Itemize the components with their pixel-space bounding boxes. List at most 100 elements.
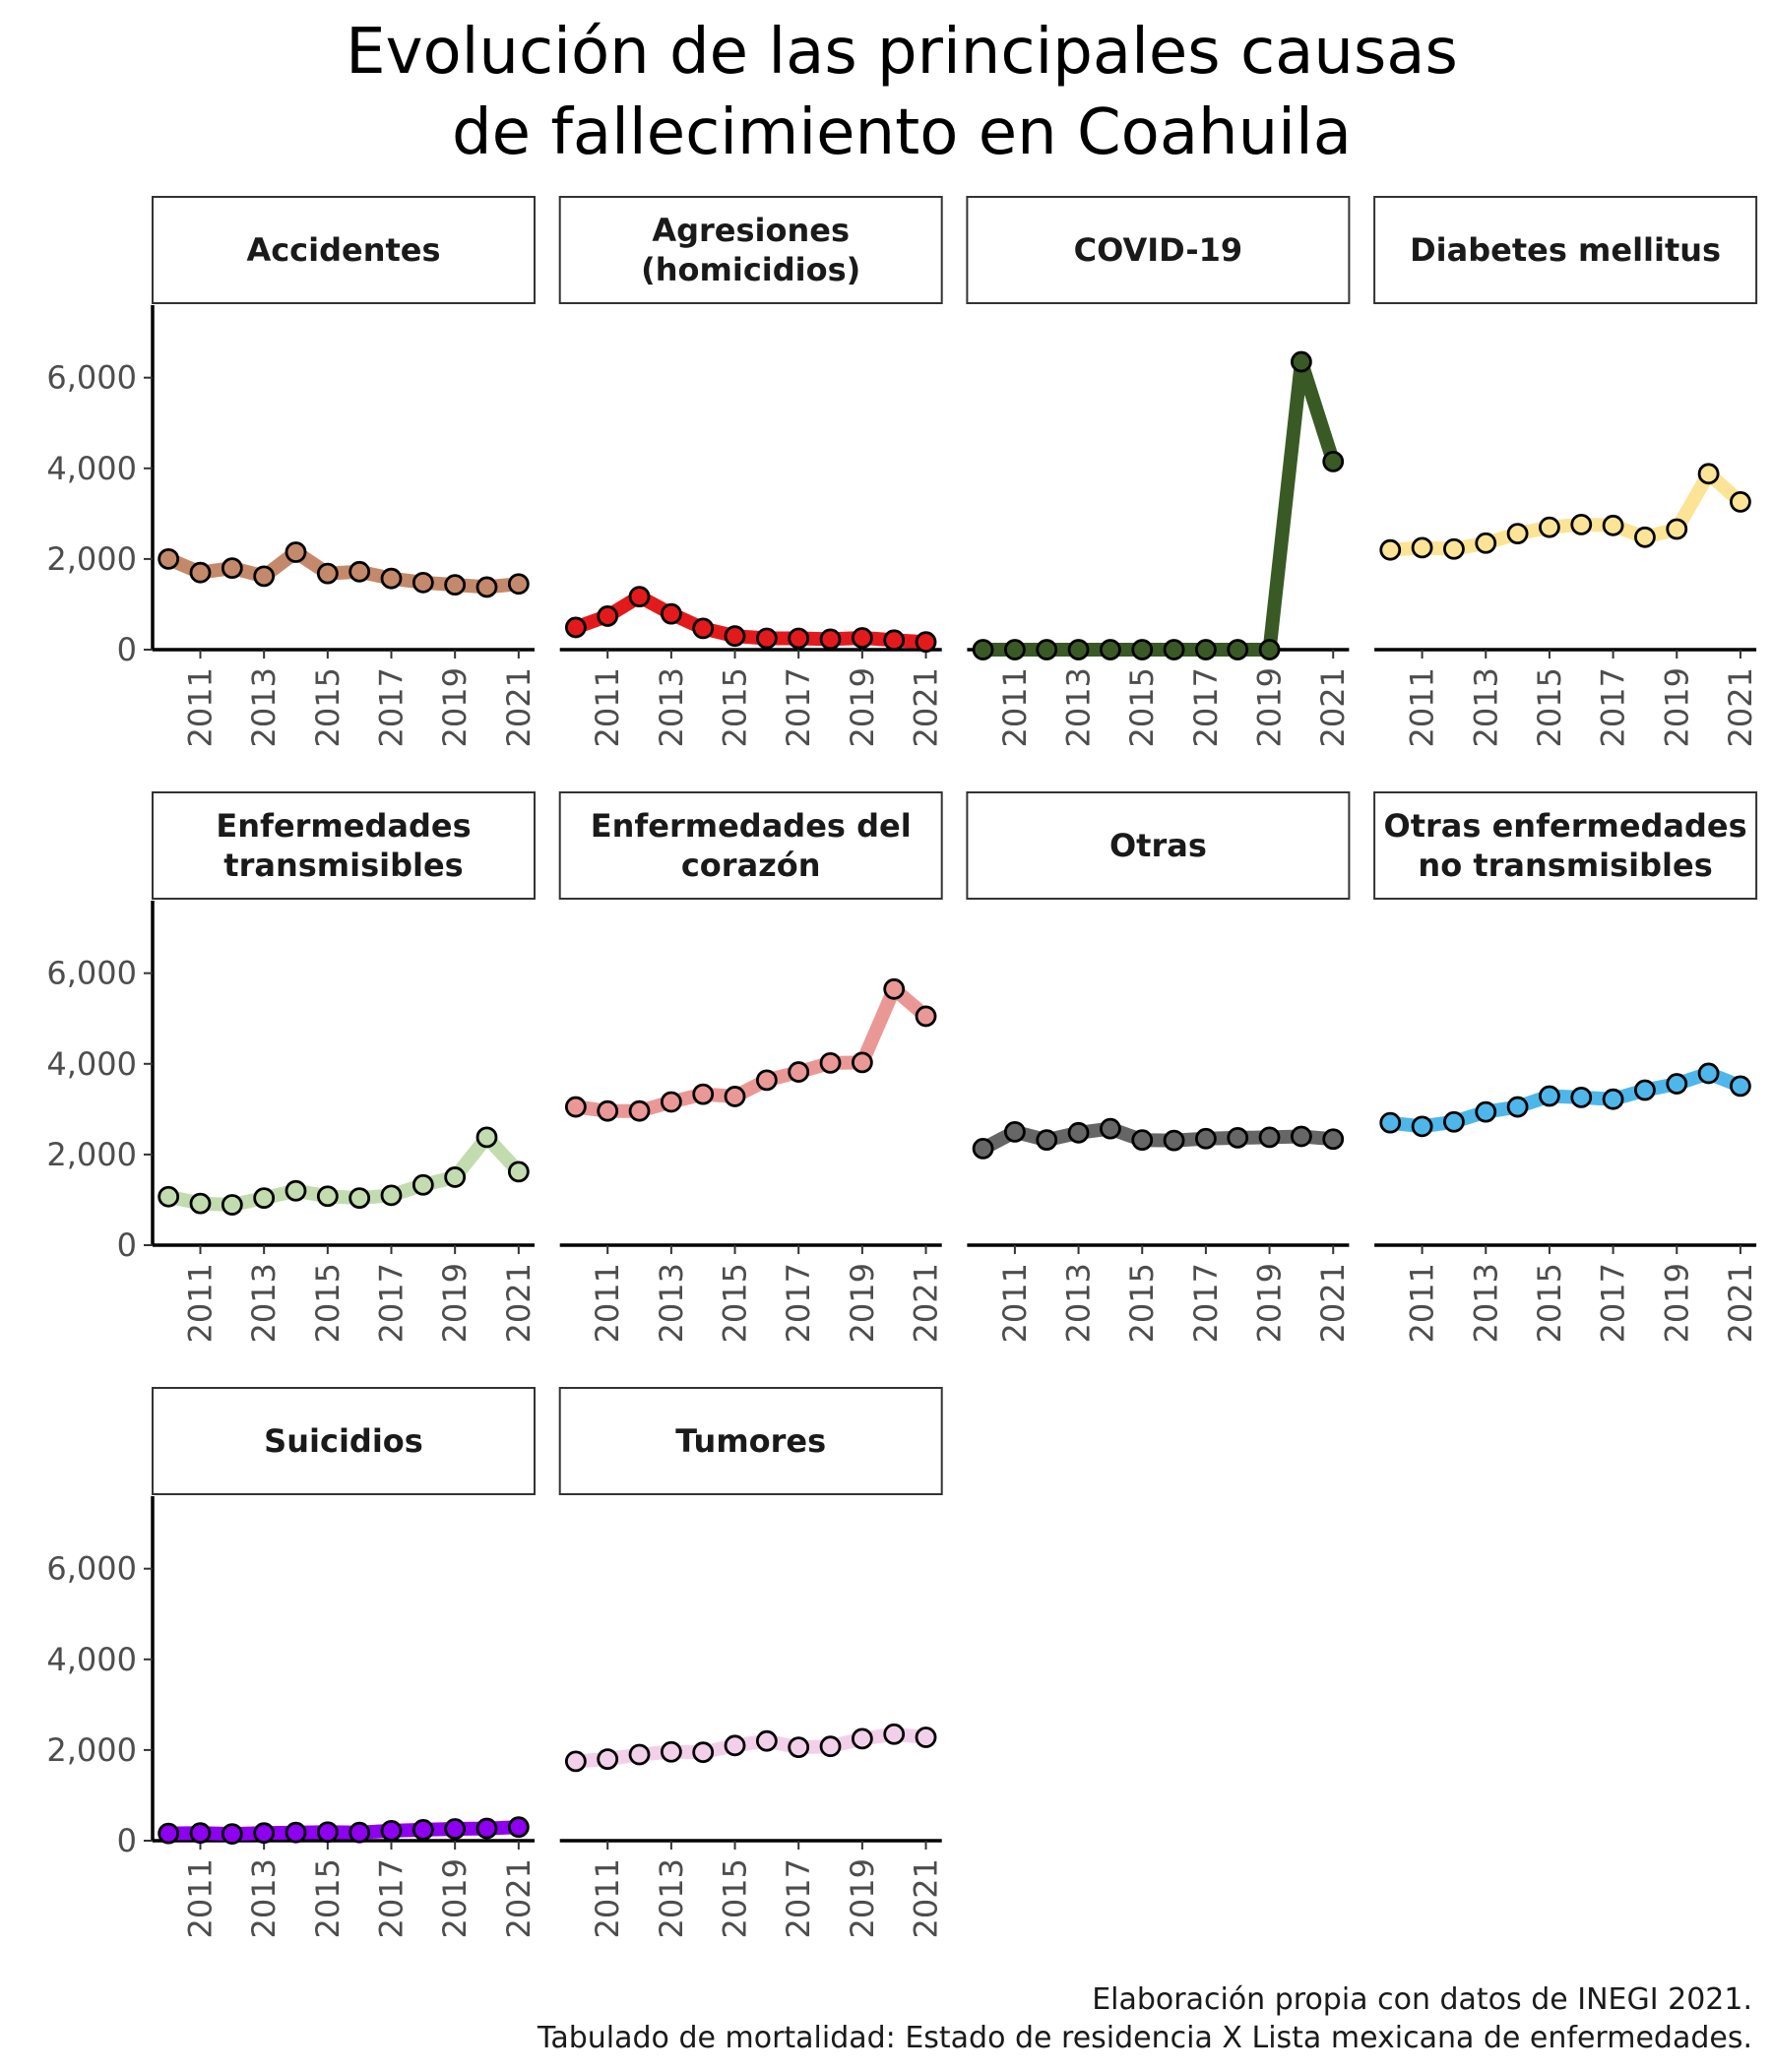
data-point <box>755 627 778 650</box>
facet-panel: COVID-19 2011 2013 2015 2017 2019 2021 <box>966 196 1352 747</box>
x-tick-label: 2015 <box>309 667 347 747</box>
x-tick-label: 2021 <box>500 667 538 747</box>
data-point <box>253 1187 276 1210</box>
data-point <box>660 602 682 625</box>
x-tick-label: 2017 <box>1595 1263 1632 1343</box>
series-line <box>976 354 1341 657</box>
x-tick-label: 2019 <box>844 1263 881 1343</box>
x-tick-label: 2019 <box>1658 1263 1695 1343</box>
data-point <box>819 1735 842 1758</box>
facet-strip-label: transmisibles <box>223 847 463 884</box>
data-point <box>285 541 307 563</box>
y-tick-label: 6,000 <box>46 1550 137 1588</box>
facet-panel: Suicidios 0 2,000 4,000 6,000 2011 2013 2015 201… <box>46 1387 538 1938</box>
data-point <box>755 1729 778 1752</box>
data-point <box>1379 538 1402 561</box>
data-point <box>564 1750 587 1773</box>
data-point <box>819 1051 842 1074</box>
data-point <box>285 1821 307 1844</box>
facet-strip-label: Tumores <box>675 1422 826 1460</box>
x-tick-label: 2019 <box>436 1858 474 1938</box>
data-point <box>316 1185 339 1208</box>
data-point <box>1100 1117 1121 1140</box>
data-point <box>316 1821 339 1844</box>
facet-panel: Tumores 2011 2013 2015 2017 2019 2021 <box>558 1387 945 1938</box>
data-point <box>1411 536 1433 559</box>
data-point <box>692 1741 715 1764</box>
data-point <box>1634 1079 1656 1101</box>
x-tick-label: 2021 <box>908 1858 945 1938</box>
data-point <box>189 561 212 584</box>
x-tick-label: 2011 <box>1404 1263 1441 1343</box>
data-point <box>316 562 339 585</box>
y-tick-label: 4,000 <box>46 1045 137 1083</box>
series-line <box>161 1820 526 1842</box>
data-point <box>915 631 937 654</box>
x-tick-label: 2013 <box>245 1858 283 1938</box>
data-point <box>475 576 498 598</box>
data-point <box>1475 532 1497 554</box>
x-tick-label: 2015 <box>717 1858 754 1938</box>
facet-strip <box>152 1387 536 1495</box>
data-point <box>1131 1129 1154 1152</box>
x-tick-label: 2013 <box>653 667 690 747</box>
data-point <box>972 1138 994 1160</box>
data-point <box>475 1817 498 1840</box>
caption-line-1: Elaboración propia con datos de INEGI 20… <box>1092 1982 1752 2017</box>
facet-panel: Otras 2011 2013 2015 2017 2019 2021 <box>966 791 1352 1343</box>
x-tick-label: 2013 <box>1467 1263 1504 1343</box>
x-tick-label: 2015 <box>1531 1263 1568 1343</box>
x-tick-label: 2017 <box>780 667 817 747</box>
data-point <box>660 1091 682 1113</box>
data-point <box>883 977 906 1000</box>
data-point <box>1697 463 1720 485</box>
y-tick-label: 2,000 <box>46 1136 137 1173</box>
facet-strip-label: COVID-19 <box>1074 231 1242 269</box>
series-line <box>568 590 933 650</box>
data-point <box>1163 639 1185 660</box>
facet-strip <box>966 791 1351 900</box>
x-tick-label: 2011 <box>1404 667 1441 747</box>
data-point <box>1291 350 1312 373</box>
data-point <box>189 1192 212 1215</box>
x-tick-label: 2011 <box>589 667 626 747</box>
x-tick-label: 2021 <box>908 1263 945 1343</box>
facet-strip <box>558 196 943 304</box>
data-point <box>1322 450 1345 472</box>
x-tick-label: 2011 <box>589 1858 626 1938</box>
x-tick-label: 2013 <box>1060 667 1098 747</box>
x-tick-label: 2021 <box>500 1263 538 1343</box>
x-tick-label: 2015 <box>717 667 754 747</box>
facets-group: Accidentes 0 2,000 4,000 6,000 2011 2013 2015 20… <box>46 196 1759 1938</box>
facet-strip <box>966 196 1351 304</box>
data-point <box>380 1184 403 1207</box>
data-point <box>1539 516 1560 538</box>
chart-title-line-1: Evolución de las principales causas <box>346 16 1458 89</box>
data-point <box>411 1173 434 1196</box>
x-tick-label: 2013 <box>653 1263 690 1343</box>
x-tick-label: 2011 <box>589 1263 626 1343</box>
data-point <box>1634 526 1656 548</box>
x-tick-label: 2015 <box>1123 667 1161 747</box>
data-point <box>724 1734 746 1757</box>
facet-strip-label: Otras <box>1109 827 1207 864</box>
data-point <box>1036 639 1058 660</box>
data-point <box>755 1069 778 1092</box>
data-point <box>692 1083 715 1105</box>
data-point <box>1379 1111 1402 1134</box>
data-point <box>1036 1129 1058 1152</box>
data-point <box>1291 1125 1312 1148</box>
x-tick-label: 2017 <box>780 1263 817 1343</box>
x-tick-label: 2013 <box>1467 667 1504 747</box>
x-tick-label: 2019 <box>844 1858 881 1938</box>
y-tick-label: 6,000 <box>46 955 137 992</box>
x-tick-label: 2015 <box>309 1263 347 1343</box>
x-tick-label: 2011 <box>996 667 1034 747</box>
facet-strip-label: Suicidios <box>264 1422 423 1460</box>
data-point <box>411 1819 434 1841</box>
data-point <box>158 1185 180 1208</box>
x-tick-label: 2011 <box>996 1263 1034 1343</box>
x-tick-label: 2017 <box>373 1263 411 1343</box>
data-point <box>221 1194 243 1216</box>
